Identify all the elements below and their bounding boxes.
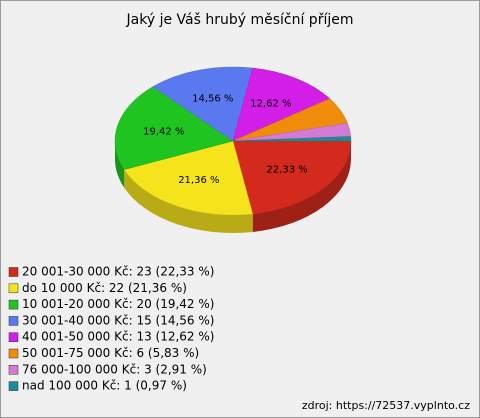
source: zdroj: https://72537.vyplnto.cz bbox=[302, 399, 470, 412]
data-label: 14,56 % bbox=[192, 93, 233, 104]
legend-swatch bbox=[8, 299, 19, 310]
pie-slice bbox=[232, 67, 331, 142]
legend-swatch bbox=[8, 348, 19, 359]
legend-swatch bbox=[8, 267, 19, 277]
chart-title: Jaký je Váš hrubý měsíční příjem bbox=[126, 12, 354, 28]
legend-label: 10 001-20 000 Kč: 20 (19,42 %) bbox=[22, 297, 214, 311]
legend-label: 76 000-100 000 Kč: 3 (2,91 %) bbox=[22, 362, 207, 376]
pie-slice bbox=[232, 136, 352, 142]
legend-label: 50 001-75 000 Kč: 6 (5,83 %) bbox=[22, 346, 199, 360]
legend-swatch bbox=[8, 365, 19, 375]
pie-slice bbox=[114, 86, 234, 170]
legend-label: 40 001-50 000 Kč: 13 (12,62 %) bbox=[22, 330, 214, 344]
data-label: 12,62 % bbox=[250, 98, 291, 109]
legend-swatch bbox=[8, 316, 19, 326]
legend-swatch bbox=[8, 381, 19, 391]
pie-slice bbox=[232, 140, 352, 215]
pie-slice bbox=[123, 140, 254, 216]
legend-label: 20 001-30 000 Kč: 23 (22,33 %) bbox=[22, 265, 214, 279]
pie-slice bbox=[152, 66, 254, 142]
data-label: 19,42 % bbox=[143, 127, 184, 138]
data-label: 21,36 % bbox=[178, 175, 219, 186]
legend-label: 30 001-40 000 Kč: 15 (14,56 %) bbox=[22, 313, 214, 327]
legend-swatch bbox=[8, 283, 19, 294]
legend-label: nad 100 000 Kč: 1 (0,97 %) bbox=[22, 379, 187, 393]
data-label: 22,33 % bbox=[266, 165, 307, 176]
legend-label: do 10 000 Kč: 22 (21,36 %) bbox=[22, 281, 187, 295]
pie-side bbox=[115, 141, 125, 188]
pie-side bbox=[252, 141, 351, 232]
pie-side bbox=[124, 169, 253, 233]
legend-swatch bbox=[8, 332, 19, 342]
